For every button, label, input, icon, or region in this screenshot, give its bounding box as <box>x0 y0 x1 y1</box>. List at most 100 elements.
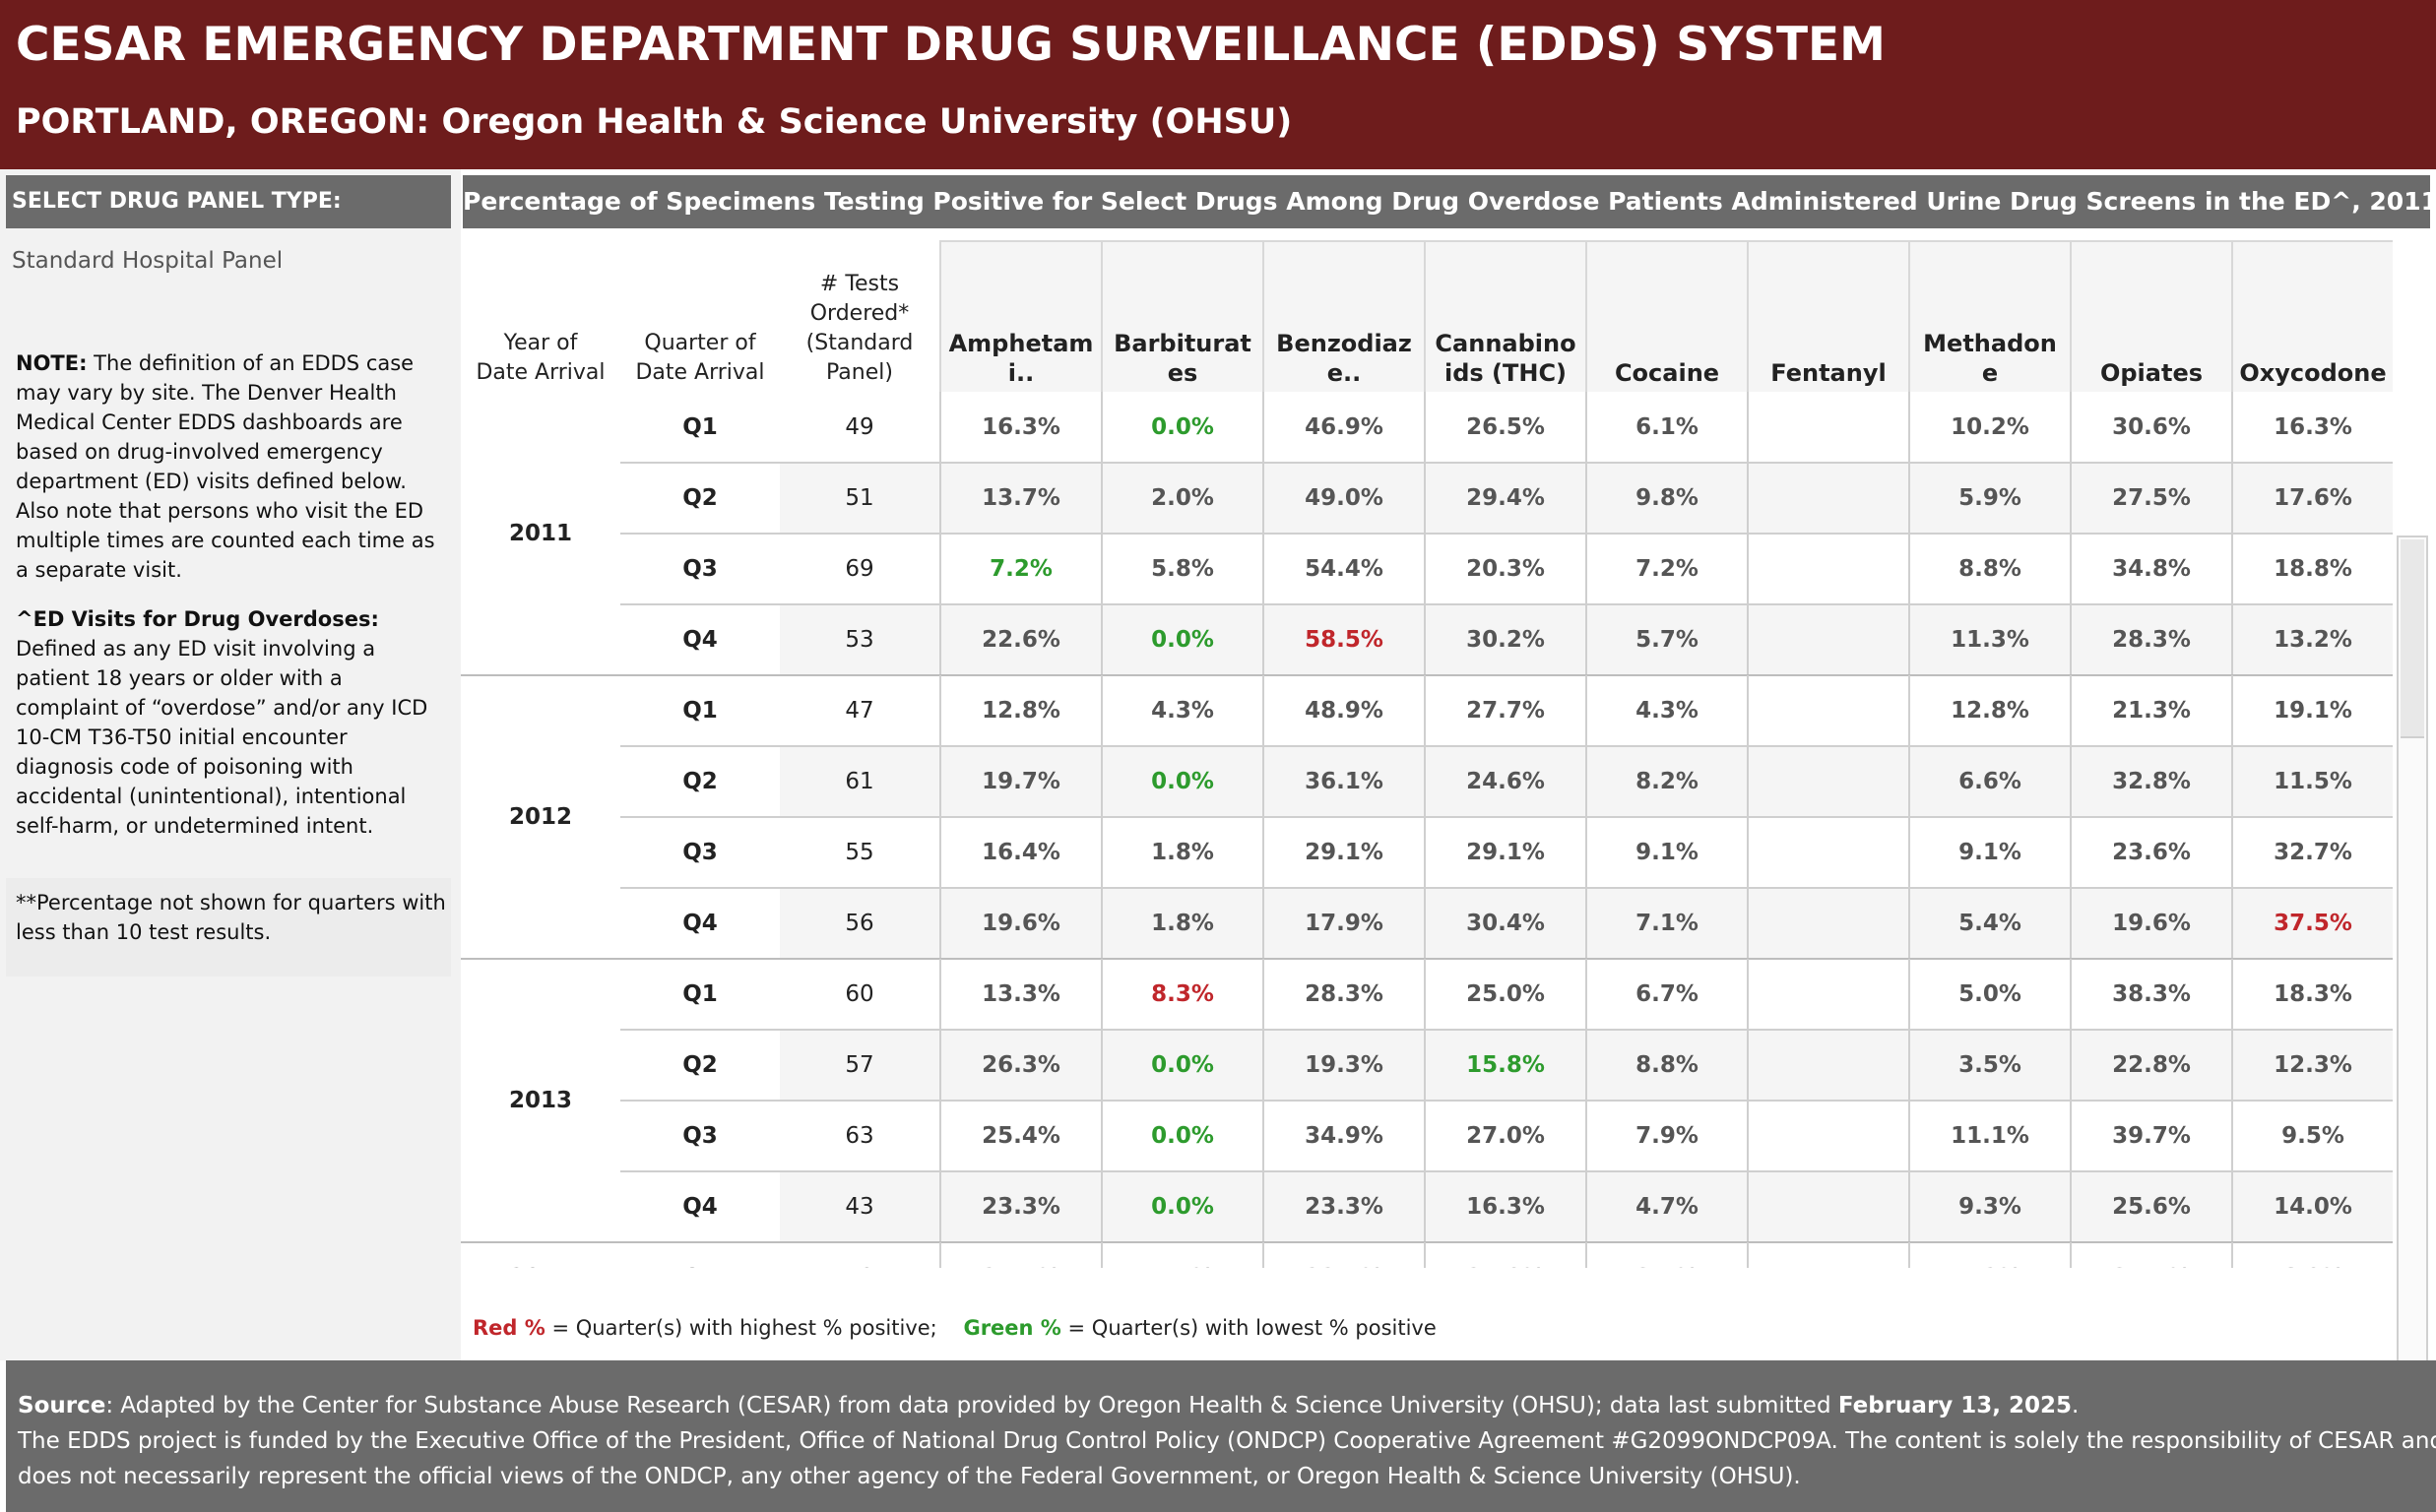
percent-cell[interactable]: 0.0% <box>1101 392 1262 463</box>
percent-cell[interactable]: 9.5% <box>2231 1101 2393 1171</box>
percent-cell[interactable]: 19.6% <box>2070 888 2231 959</box>
percent-cell[interactable]: 11.3% <box>1908 604 2070 675</box>
percent-cell[interactable] <box>1747 534 1908 604</box>
percent-cell[interactable]: 38.3% <box>2070 959 2231 1030</box>
percent-cell[interactable]: 16.3% <box>1424 1171 1585 1242</box>
percent-cell[interactable]: 34.9% <box>1262 1101 1424 1171</box>
percent-cell[interactable]: 23.3% <box>1262 1171 1424 1242</box>
percent-cell[interactable]: 9.3% <box>1908 1171 2070 1242</box>
percent-cell[interactable]: 3.4% <box>1585 1242 1747 1268</box>
percent-cell[interactable] <box>1747 888 1908 959</box>
percent-cell[interactable]: 37.5% <box>2231 888 2393 959</box>
percent-cell[interactable]: 18.8% <box>2231 534 2393 604</box>
percent-cell[interactable]: 1.8% <box>1101 888 1262 959</box>
percent-cell[interactable]: 11.1% <box>1908 1101 2070 1171</box>
percent-cell[interactable] <box>1747 604 1908 675</box>
percent-cell[interactable]: 19.6% <box>939 888 1101 959</box>
percent-cell[interactable]: 5.8% <box>1101 534 1262 604</box>
percent-cell[interactable]: 25.4% <box>939 1101 1101 1171</box>
percent-cell[interactable]: 7.9% <box>1585 1101 1747 1171</box>
percent-cell[interactable]: 13.3% <box>939 959 1101 1030</box>
percent-cell[interactable]: 24.6% <box>1424 746 1585 817</box>
percent-cell[interactable]: 11.5% <box>2231 746 2393 817</box>
column-header-quarter[interactable]: Quarter of Date Arrival <box>635 331 765 385</box>
percent-cell[interactable]: 23.6% <box>2070 817 2231 888</box>
percent-cell[interactable]: 25.9% <box>1424 1242 1585 1268</box>
percent-cell[interactable]: 28.3% <box>1262 959 1424 1030</box>
percent-cell[interactable]: 9.8% <box>1585 463 1747 534</box>
column-header-year[interactable]: Year of Date Arrival <box>476 331 606 385</box>
percent-cell[interactable]: 9.1% <box>1585 817 1747 888</box>
percent-cell[interactable]: 8.8% <box>1908 534 2070 604</box>
percent-cell[interactable]: 20.3% <box>1424 534 1585 604</box>
percent-cell[interactable]: 15.8% <box>1424 1030 1585 1101</box>
percent-cell[interactable] <box>1747 463 1908 534</box>
percent-cell[interactable]: 25.0% <box>1424 959 1585 1030</box>
percent-cell[interactable]: 12.8% <box>1908 675 2070 746</box>
percent-cell[interactable]: 7.2% <box>1585 534 1747 604</box>
percent-cell[interactable]: 5.0% <box>1908 959 2070 1030</box>
percent-cell[interactable]: 5.9% <box>1908 463 2070 534</box>
percent-cell[interactable]: 17.6% <box>2231 463 2393 534</box>
percent-cell[interactable]: 26.3% <box>939 1030 1101 1101</box>
percent-cell[interactable]: 25.6% <box>2070 1171 2231 1242</box>
percent-cell[interactable]: 0.0% <box>1101 604 1262 675</box>
percent-cell[interactable]: 4.7% <box>1585 1171 1747 1242</box>
percent-cell[interactable] <box>1747 1030 1908 1101</box>
percent-cell[interactable] <box>1747 817 1908 888</box>
percent-cell[interactable]: 54.4% <box>1262 534 1424 604</box>
percent-cell[interactable]: 58.5% <box>1262 604 1424 675</box>
percent-cell[interactable]: 6.9% <box>2231 1242 2393 1268</box>
percent-cell[interactable]: 49.0% <box>1262 463 1424 534</box>
percent-cell[interactable]: 1.7% <box>1101 1242 1262 1268</box>
percent-cell[interactable] <box>1747 1242 1908 1268</box>
percent-cell[interactable]: 16.3% <box>939 392 1101 463</box>
percent-cell[interactable]: 0.0% <box>1101 1030 1262 1101</box>
percent-cell[interactable]: 32.7% <box>2231 817 2393 888</box>
percent-cell[interactable]: 5.7% <box>1585 604 1747 675</box>
percent-cell[interactable]: 30.4% <box>1424 888 1585 959</box>
percent-cell[interactable] <box>1747 675 1908 746</box>
percent-cell[interactable]: 30.2% <box>1424 604 1585 675</box>
percent-cell[interactable]: 4.3% <box>1585 675 1747 746</box>
percent-cell[interactable]: 18.3% <box>2231 959 2393 1030</box>
percent-cell[interactable]: 0.0% <box>1101 746 1262 817</box>
percent-cell[interactable]: 34.8% <box>2070 534 2231 604</box>
percent-cell[interactable]: 12.3% <box>2231 1030 2393 1101</box>
percent-cell[interactable]: 5.4% <box>1908 888 2070 959</box>
percent-cell[interactable]: 19.3% <box>1262 1030 1424 1101</box>
percent-cell[interactable]: 28.3% <box>2070 604 2231 675</box>
column-header-drug[interactable]: Opiates <box>2070 240 2231 392</box>
percent-cell[interactable]: 10.2% <box>1908 392 2070 463</box>
column-header-drug[interactable]: Oxycodone <box>2231 240 2393 392</box>
drug-panel-filter-value[interactable]: Standard Hospital Panel <box>12 248 284 274</box>
percent-cell[interactable]: 3.5% <box>1908 1030 2070 1101</box>
column-header-drug[interactable]: Cannabinoids (THC) <box>1424 240 1585 392</box>
percent-cell[interactable]: 36.1% <box>1262 746 1424 817</box>
percent-cell[interactable]: 6.6% <box>1908 746 2070 817</box>
percent-cell[interactable]: 13.7% <box>939 463 1101 534</box>
column-header-drug[interactable]: Cocaine <box>1585 240 1747 392</box>
percent-cell[interactable]: 22.8% <box>2070 1030 2231 1101</box>
percent-cell[interactable]: 4.3% <box>1101 675 1262 746</box>
column-header-drug[interactable]: Fentanyl <box>1747 240 1908 392</box>
percent-cell[interactable]: 17.9% <box>1262 888 1424 959</box>
percent-cell[interactable]: 46.9% <box>1262 392 1424 463</box>
percent-cell[interactable]: 26.5% <box>1424 392 1585 463</box>
percent-cell[interactable]: 19.1% <box>2231 675 2393 746</box>
percent-cell[interactable]: 8.8% <box>1585 1030 1747 1101</box>
percent-cell[interactable] <box>1747 392 1908 463</box>
percent-cell[interactable]: 14.0% <box>2231 1171 2393 1242</box>
percent-cell[interactable]: 6.7% <box>1585 959 1747 1030</box>
percent-cell[interactable]: 13.2% <box>2231 604 2393 675</box>
percent-cell[interactable]: 6.1% <box>1585 392 1747 463</box>
percent-cell[interactable] <box>1747 1101 1908 1171</box>
percent-cell[interactable]: 8.2% <box>1585 746 1747 817</box>
percent-cell[interactable]: 8.3% <box>1101 959 1262 1030</box>
percent-cell[interactable]: 27.0% <box>1424 1101 1585 1171</box>
percent-cell[interactable]: 39.7% <box>2070 1101 2231 1171</box>
percent-cell[interactable]: 23.3% <box>939 1171 1101 1242</box>
percent-cell[interactable]: 12.8% <box>939 675 1101 746</box>
table-scrollbar[interactable] <box>2397 536 2428 1441</box>
percent-cell[interactable]: 21.3% <box>2070 675 2231 746</box>
